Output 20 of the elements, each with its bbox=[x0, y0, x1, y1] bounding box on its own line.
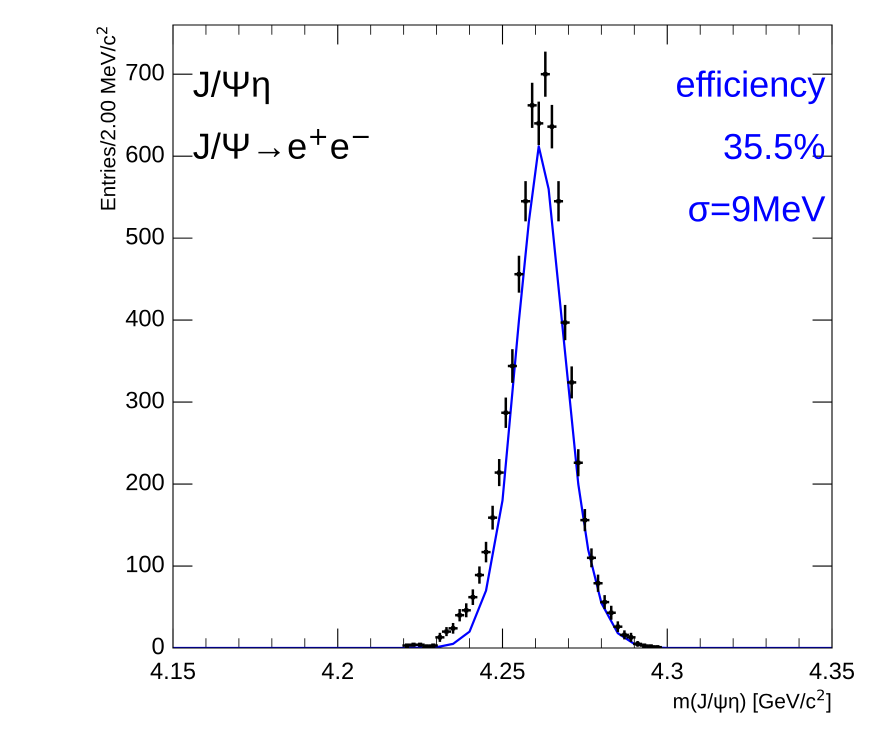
x-tick-label: 4.15 bbox=[150, 662, 195, 680]
y-tick-label: 700 bbox=[126, 64, 164, 81]
annotation: efficiency bbox=[677, 70, 826, 104]
annotation: 35.5% bbox=[724, 134, 824, 160]
x-axis-title: m(J/ψη) [GeV/c$^{2}$] bbox=[674, 689, 830, 713]
annotation: J/Ψ→e$^{+}$e$^{−}$ bbox=[193, 128, 369, 159]
y-tick-label: 200 bbox=[126, 474, 164, 490]
x-tick-label: 4.25 bbox=[480, 662, 524, 680]
annotation: σ=9MeV bbox=[689, 196, 826, 222]
x-tick-label: 4.2 bbox=[322, 662, 353, 679]
x-tick-label: 4.35 bbox=[810, 662, 854, 680]
annotation: J/Ψη bbox=[193, 70, 269, 104]
y-tick-label: 0 bbox=[152, 638, 164, 654]
y-tick-label: 500 bbox=[126, 228, 164, 244]
y-tick-label: 100 bbox=[127, 556, 164, 572]
y-tick-label: 400 bbox=[126, 310, 164, 326]
x-tick-label: 4.3 bbox=[651, 662, 683, 680]
y-tick-label: 300 bbox=[126, 392, 164, 408]
y-tick-label: 600 bbox=[126, 146, 164, 162]
y-axis-title: Entries/2.00 MeV/c$^{2}$ bbox=[96, 27, 116, 210]
